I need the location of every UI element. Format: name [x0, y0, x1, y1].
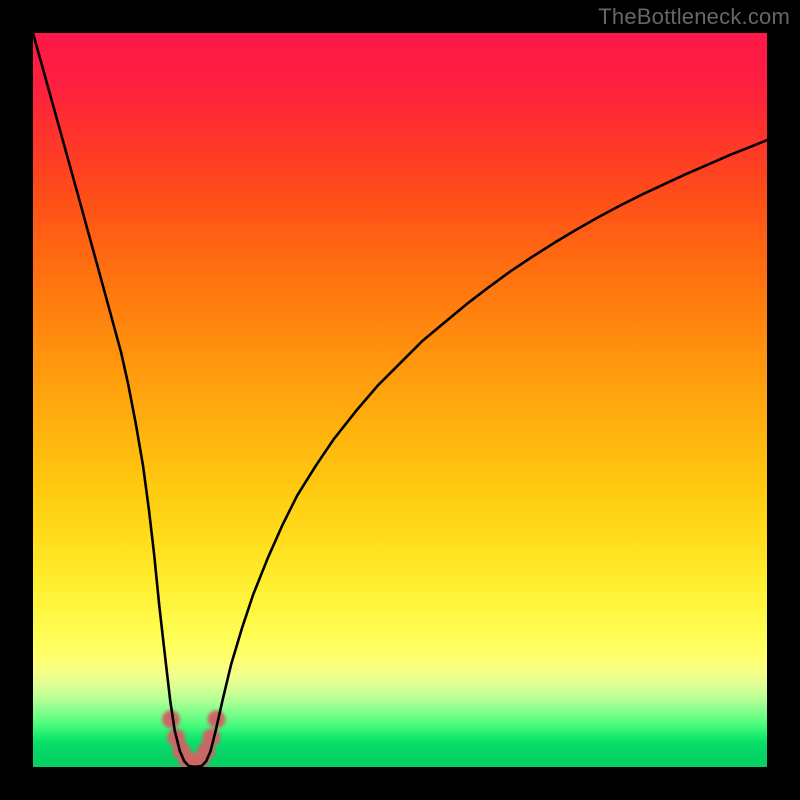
gradient-background: [33, 33, 767, 767]
chart-container: { "watermark": { "text": "TheBottleneck.…: [0, 0, 800, 800]
chart-svg: [0, 0, 800, 800]
watermark-text: TheBottleneck.com: [598, 4, 790, 30]
